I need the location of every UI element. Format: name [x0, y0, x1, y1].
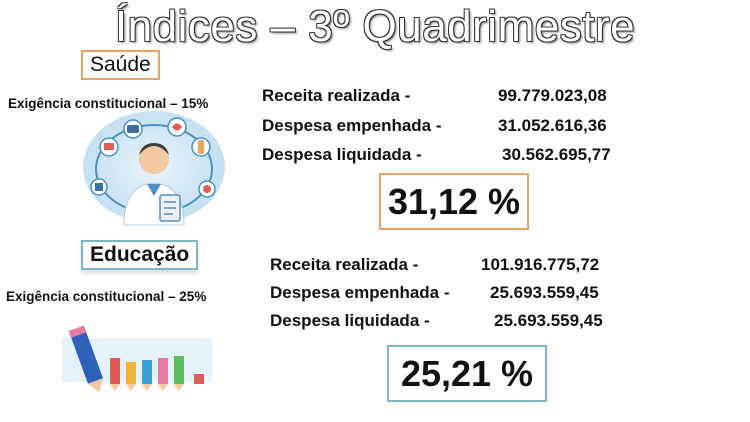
row-value: 30.562.695,77 [502, 145, 611, 164]
page-title: Índices – 3º Quadrimestre [114, 2, 636, 51]
educacao-requirement: Exigência constitucional – 25% [6, 289, 207, 304]
row-label: Despesa empenhada - [262, 116, 442, 135]
row-value: 25.693.559,45 [490, 283, 599, 302]
educacao-label: Educação [81, 240, 199, 270]
saude-label: Saúde [81, 50, 160, 80]
saude-percentage: 31,12 % [379, 173, 529, 230]
row-label: Despesa liquidada - [270, 311, 430, 330]
pencil-characters-icon [62, 325, 212, 393]
educacao-percentage: 25,21 % [387, 345, 547, 402]
row-value: 31.052.616,36 [498, 116, 607, 135]
row-label: Despesa liquidada - [262, 145, 422, 164]
doctor-illustration-icon [83, 111, 225, 226]
saude-requirement: Exigência constitucional – 15% [8, 96, 209, 111]
row-value: 99.779.023,08 [498, 86, 607, 105]
row-value: 25.693.559,45 [494, 311, 603, 330]
row-label: Receita realizada - [270, 255, 419, 274]
row-value: 101.916.775,72 [481, 255, 600, 274]
row-label: Despesa empenhada - [270, 283, 450, 302]
row-label: Receita realizada - [262, 86, 411, 105]
